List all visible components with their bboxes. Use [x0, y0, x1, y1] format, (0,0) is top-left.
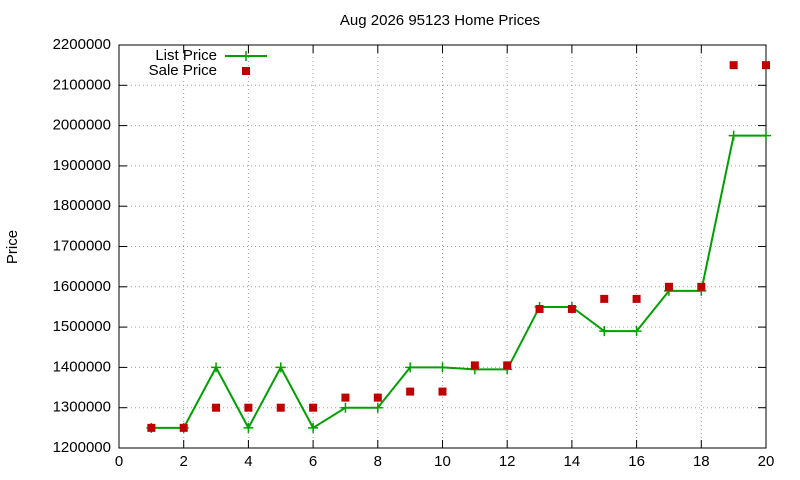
point-marker	[243, 422, 254, 433]
point-marker	[438, 387, 447, 396]
x-tick-label: 20	[758, 453, 775, 470]
point-marker	[179, 423, 188, 432]
point-marker	[212, 403, 221, 412]
point-marker	[470, 361, 479, 370]
point-marker	[147, 423, 156, 432]
point-marker	[600, 294, 609, 303]
legend-marker	[241, 51, 251, 61]
y-tick-label: 1900000	[53, 157, 111, 174]
y-tick-label: 1600000	[53, 278, 111, 295]
y-tick-label: 1400000	[53, 358, 111, 375]
y-axis-label: Price	[4, 230, 21, 264]
y-tick-label: 1500000	[53, 318, 111, 335]
point-marker	[632, 294, 641, 303]
x-tick-label: 0	[115, 453, 123, 470]
point-marker	[308, 422, 319, 433]
chart-title: Aug 2026 95123 Home Prices	[340, 12, 540, 29]
x-tick-label: 8	[374, 453, 382, 470]
point-marker	[373, 393, 382, 402]
series-line	[151, 134, 766, 430]
point-marker	[211, 362, 222, 373]
x-tick-label: 6	[309, 453, 317, 470]
x-tick-label: 4	[244, 453, 252, 470]
legend-label: List Price	[155, 47, 217, 64]
point-marker	[275, 362, 286, 373]
point-marker	[761, 130, 771, 141]
point-marker	[309, 403, 318, 412]
point-marker	[567, 304, 576, 313]
x-tick-label: 2	[180, 453, 188, 470]
y-tick-label: 2100000	[53, 76, 111, 93]
legend-marker	[242, 67, 250, 75]
point-marker	[244, 403, 253, 412]
point-marker	[437, 362, 448, 373]
point-marker	[503, 361, 512, 370]
x-tick-label: 18	[693, 453, 710, 470]
y-tick-label: 1300000	[53, 399, 111, 416]
point-marker	[372, 402, 383, 413]
y-tick-label: 1200000	[53, 439, 111, 456]
x-tick-label: 16	[628, 453, 645, 470]
point-marker	[728, 130, 739, 141]
y-tick-label: 1800000	[53, 197, 111, 214]
x-tick-label: 12	[499, 453, 516, 470]
point-marker	[664, 282, 673, 291]
x-tick-label: 14	[564, 453, 581, 470]
plot-border	[118, 44, 767, 449]
legend-label: Sale Price	[149, 62, 217, 79]
point-marker	[762, 61, 770, 70]
point-marker	[406, 387, 415, 396]
point-marker	[599, 326, 610, 337]
point-marker	[697, 282, 706, 291]
y-tick-label: 2000000	[53, 117, 111, 134]
point-marker	[405, 362, 416, 373]
point-marker	[631, 326, 642, 337]
point-marker	[340, 402, 351, 413]
point-marker	[276, 403, 285, 412]
point-marker	[535, 304, 544, 313]
point-marker	[341, 393, 350, 402]
y-tick-label: 1700000	[53, 237, 111, 254]
point-marker	[729, 61, 738, 70]
x-tick-label: 10	[434, 453, 451, 470]
y-tick-label: 2200000	[53, 36, 111, 53]
